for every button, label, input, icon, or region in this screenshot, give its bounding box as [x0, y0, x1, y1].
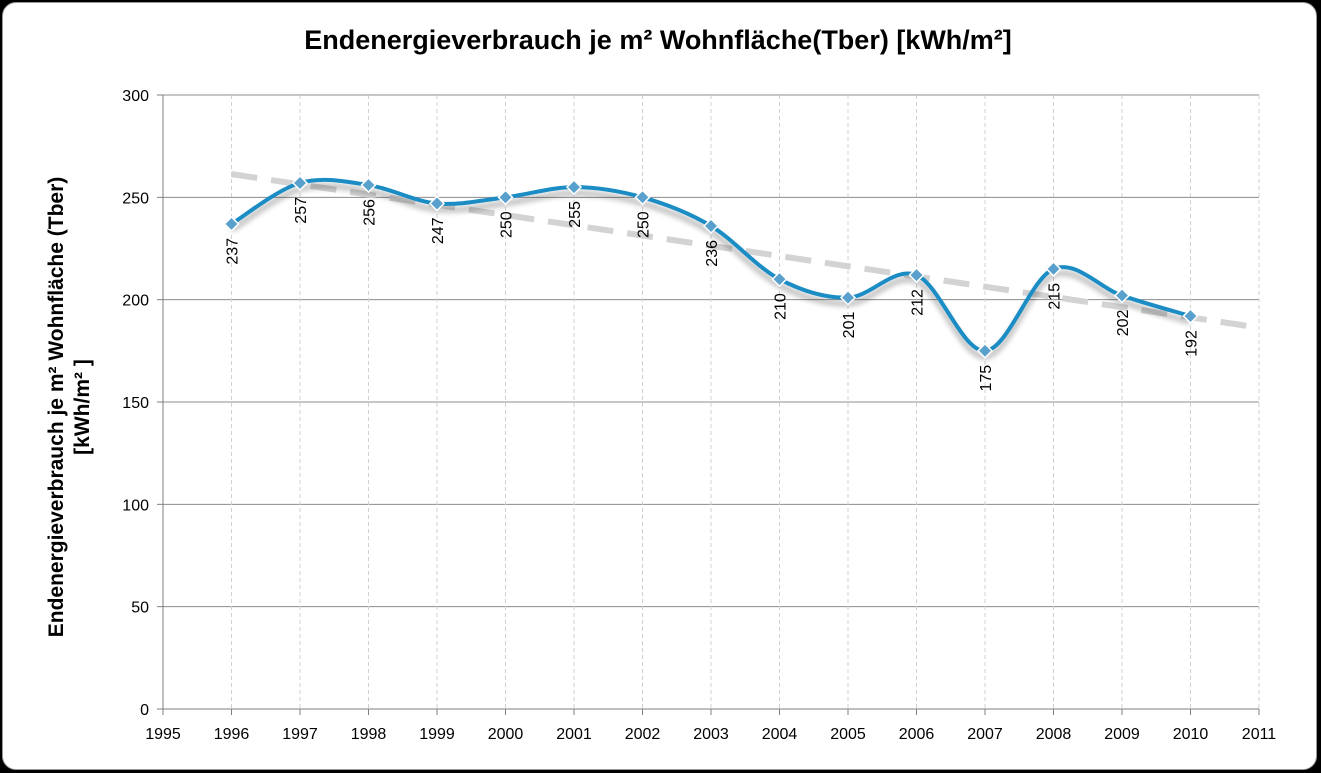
y-tick-label: 250 — [122, 190, 149, 207]
data-point-marker — [702, 217, 720, 235]
data-label: 212 — [910, 289, 927, 316]
x-tick-label: 2000 — [488, 726, 524, 743]
y-axis-title-line-1: Endenergieverbrauch je m² Wohnfläche (Tb… — [45, 177, 68, 638]
chart-title: Endenergieverbrauch je m² Wohnfläche(Tbe… — [304, 25, 1012, 55]
x-tick-label: 2005 — [830, 726, 866, 743]
data-label: 256 — [362, 199, 379, 226]
y-axis-title-line-2: [kWh/m² ] — [71, 359, 94, 455]
y-tick-label: 200 — [122, 293, 149, 310]
data-label: 201 — [841, 312, 858, 339]
data-label: 247 — [430, 217, 447, 244]
x-tick-label: 2004 — [762, 726, 798, 743]
x-tick-label: 2006 — [899, 726, 935, 743]
data-point-marker — [291, 174, 309, 192]
x-tick-label: 1998 — [351, 726, 387, 743]
y-tick-label: 50 — [131, 600, 149, 617]
line-chart: Endenergieverbrauch je m² Wohnfläche(Tbe… — [45, 25, 1276, 743]
data-label: 202 — [1115, 309, 1132, 336]
data-label: 192 — [1184, 330, 1201, 357]
x-tick-label: 2002 — [625, 726, 661, 743]
data-point-marker — [771, 271, 788, 288]
data-labels: 237 257 256 247 250 255 250 236 210 201 212 175 215 2… — [225, 197, 1201, 392]
data-point-marker — [360, 176, 377, 194]
x-tick-label: 2007 — [967, 726, 1003, 743]
x-tick-label: 2003 — [693, 726, 729, 743]
x-tick-label: 1997 — [282, 726, 318, 743]
data-point-marker — [1182, 307, 1199, 325]
x-tick-label: 2001 — [556, 726, 592, 743]
data-point-marker — [1113, 287, 1131, 304]
x-tick-label: 2011 — [1242, 726, 1277, 743]
data-label: 236 — [704, 240, 721, 267]
data-label: 210 — [773, 293, 790, 320]
data-point-marker — [634, 189, 651, 206]
data-point-marker — [428, 195, 446, 212]
y-tick-label: 150 — [122, 395, 149, 412]
data-point-marker — [565, 179, 583, 196]
data-point-marker — [1045, 260, 1062, 278]
y-tick-label: 0 — [140, 702, 149, 719]
data-label: 255 — [567, 201, 584, 228]
gridlines — [162, 94, 1260, 710]
data-point-marker — [908, 267, 925, 284]
data-point-marker — [976, 342, 994, 359]
x-tick-label: 1995 — [145, 726, 181, 743]
x-tick-label: 1996 — [214, 726, 250, 743]
x-tick-label: 2008 — [1036, 726, 1072, 743]
series — [223, 174, 1199, 359]
data-point-marker — [839, 289, 857, 306]
data-point-marker — [497, 189, 514, 206]
y-axis-ticks: 0 50 100 150 200 250 300 — [122, 88, 163, 719]
trendline — [231, 171, 1260, 331]
x-axis-ticks: 1995 1996 1997 1998 1999 2000 2001 2002 2003 2004… — [145, 709, 1276, 743]
data-point-marker — [223, 215, 240, 233]
data-label: 250 — [636, 211, 653, 238]
data-label: 257 — [293, 197, 310, 224]
y-tick-label: 300 — [122, 88, 149, 105]
x-tick-label: 2010 — [1173, 726, 1209, 743]
data-label: 215 — [1047, 283, 1064, 310]
trendline-path — [231, 171, 1260, 331]
data-label: 237 — [225, 238, 242, 265]
data-label: 175 — [978, 365, 995, 392]
series-line — [230, 177, 1192, 353]
x-tick-label: 2009 — [1104, 726, 1140, 743]
x-tick-label: 1999 — [419, 726, 455, 743]
y-tick-label: 100 — [122, 497, 149, 514]
data-label: 250 — [499, 211, 516, 238]
